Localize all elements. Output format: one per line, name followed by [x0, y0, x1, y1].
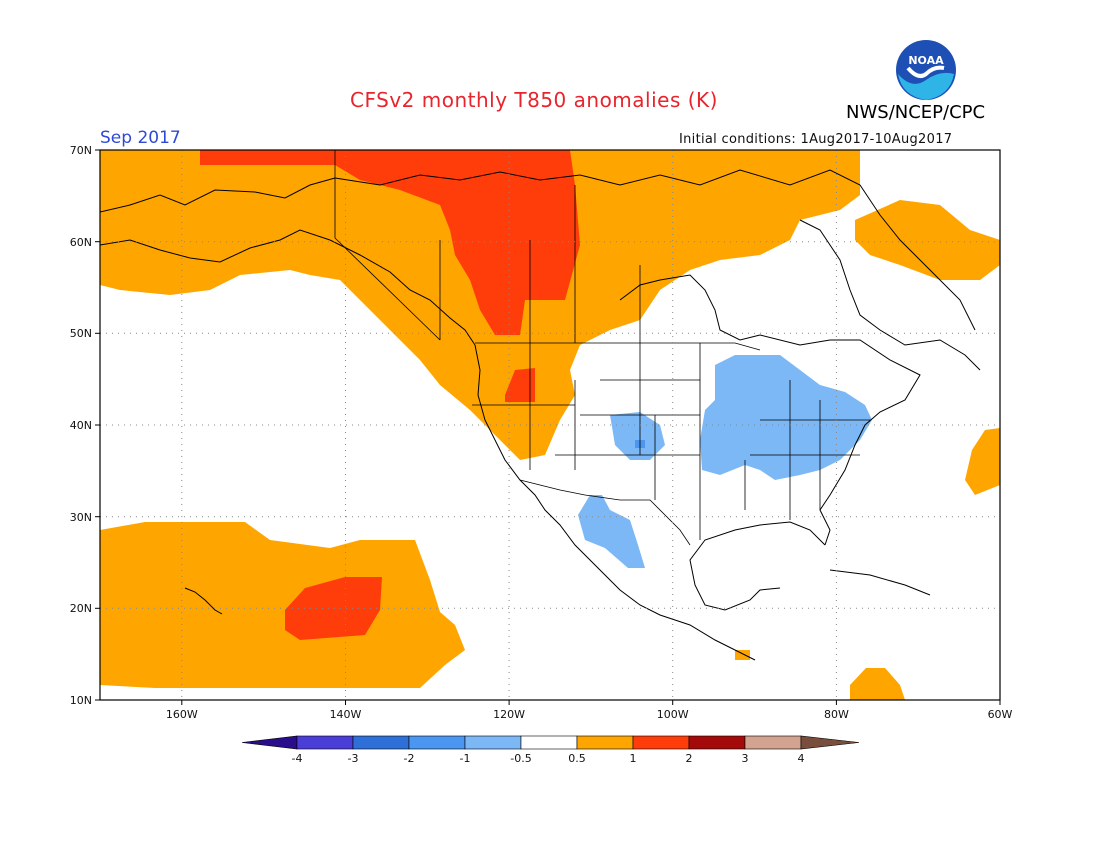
cool-region-east-us — [700, 355, 872, 480]
warm-core-canada — [200, 150, 580, 335]
legend-swatch — [576, 735, 634, 750]
coastlines — [100, 169, 981, 661]
us-canada-border — [334, 150, 761, 351]
lat-label: 20N — [70, 602, 92, 615]
state-lines — [472, 343, 870, 540]
color-legend: -4 -3 -2 -1 -0.5 0.5 1 2 3 4 — [241, 735, 860, 765]
grid-lines — [100, 150, 1000, 700]
east-coast — [759, 334, 921, 546]
canada-provinces — [334, 185, 641, 343]
legend-label: 2 — [686, 752, 693, 765]
warm-region-caribbean — [850, 668, 905, 700]
legend-arrow-high — [800, 735, 860, 750]
lat-label: 10N — [70, 694, 92, 707]
legend-swatch — [352, 735, 410, 750]
initial-conditions: Initial conditions: 1Aug2017-10Aug2017 — [679, 132, 953, 147]
legend-swatch — [464, 735, 522, 750]
lat-label: 70N — [70, 144, 92, 157]
cool-region-mexico — [578, 495, 645, 568]
lat-label: 30N — [70, 511, 92, 524]
lon-label: 160W — [166, 708, 198, 721]
legend-swatch — [520, 735, 578, 750]
legend-label: 0.5 — [568, 752, 586, 765]
legend-swatch — [632, 735, 690, 750]
lon-label: 100W — [657, 708, 689, 721]
lon-label: 120W — [493, 708, 525, 721]
legend-label: -0.5 — [510, 752, 531, 765]
gulf-coast — [689, 521, 826, 611]
anomaly-fields — [100, 150, 1000, 700]
labrador-coast — [799, 219, 981, 371]
hawaii — [184, 587, 223, 615]
lon-label: 80W — [824, 708, 849, 721]
legend-label: -4 — [292, 752, 303, 765]
warm-region-labrador — [855, 200, 1000, 280]
legend-arrow-low — [241, 735, 298, 750]
lat-labels: 70N 60N 50N 40N 30N 20N 10N — [70, 144, 92, 707]
arctic-coast — [334, 169, 976, 331]
legend-label: -1 — [460, 752, 471, 765]
agency-label: NWS/NCEP/CPC — [846, 102, 986, 123]
us-mexico-border — [519, 479, 691, 546]
legend-label: 1 — [630, 752, 637, 765]
logo-text: NOAA — [908, 54, 944, 67]
borders — [334, 150, 870, 546]
lat-label: 60N — [70, 236, 92, 249]
legend-label: 4 — [798, 752, 805, 765]
legend-swatch — [408, 735, 466, 750]
warm-core-pacific — [285, 577, 382, 640]
lon-labels: 160W 140W 120W 100W 80W 60W — [166, 708, 1013, 721]
hudson-bay — [619, 274, 761, 341]
noaa-logo-icon: NOAA — [896, 40, 956, 100]
lat-label: 40N — [70, 419, 92, 432]
warm-core-idaho — [505, 368, 535, 402]
lat-label: 50N — [70, 327, 92, 340]
warm-region-atlantic — [965, 428, 1000, 495]
legend-label: -2 — [404, 752, 415, 765]
west-coast — [474, 344, 756, 661]
lon-label: 140W — [330, 708, 362, 721]
cuba — [829, 569, 931, 596]
forecast-month: Sep 2017 — [100, 128, 181, 148]
lon-label: 60W — [988, 708, 1013, 721]
legend-swatch — [296, 735, 354, 750]
legend-label: 3 — [742, 752, 749, 765]
tick-marks — [95, 149, 1001, 705]
warm-region-pacific — [100, 522, 465, 688]
warm-region-guatemala — [735, 650, 750, 660]
legend-label: -3 — [348, 752, 359, 765]
legend-swatch — [744, 735, 802, 750]
cool-region-central — [610, 412, 665, 460]
map-title: CFSv2 monthly T850 anomalies (K) — [350, 88, 718, 112]
legend-swatch — [688, 735, 746, 750]
